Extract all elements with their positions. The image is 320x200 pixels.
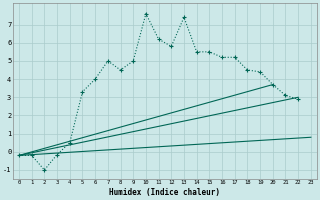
X-axis label: Humidex (Indice chaleur): Humidex (Indice chaleur)	[109, 188, 220, 197]
